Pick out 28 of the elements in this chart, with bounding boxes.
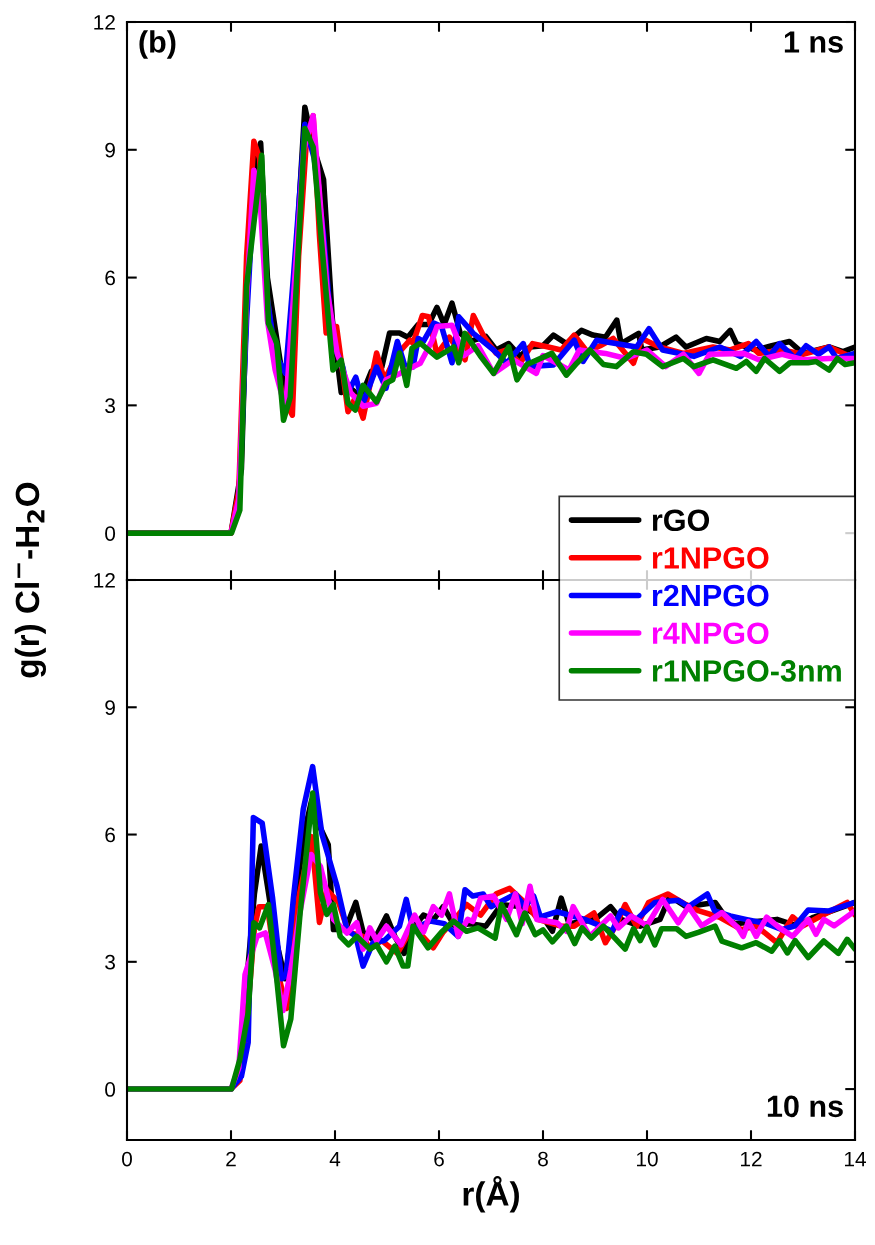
legend-label: r2NPGO xyxy=(652,584,769,607)
y-tick-label: 6 xyxy=(105,270,115,286)
annotation: (b) xyxy=(139,30,176,59)
legend-label: r4NPGO xyxy=(652,622,769,645)
annotation: 10 ns xyxy=(767,1095,843,1118)
x-tick-label: 2 xyxy=(226,1151,236,1167)
y-tick-label: 0 xyxy=(105,526,116,541)
annotation: 1 ns xyxy=(784,31,843,53)
x-axis-title: r(Å) xyxy=(463,1176,519,1213)
x-tick-label: 4 xyxy=(329,1151,341,1167)
y-tick-label: 6 xyxy=(105,827,115,843)
legend-label: rGO xyxy=(652,509,710,532)
y-tick-label: 3 xyxy=(105,398,115,414)
y-tick-label: 9 xyxy=(105,700,115,716)
x-tick-label: 10 xyxy=(637,1151,658,1167)
legend-label: r1NPGO-3nm xyxy=(652,660,841,682)
x-tick-label: 12 xyxy=(741,1151,762,1167)
y-tick-label: 12 xyxy=(94,15,115,30)
y-tick-label: 3 xyxy=(105,954,115,970)
y-tick-label: 0 xyxy=(105,1082,116,1097)
x-tick-label: 6 xyxy=(434,1151,444,1167)
legend-label: r1NPGO xyxy=(652,547,769,569)
y-tick-label: 9 xyxy=(105,142,115,158)
x-tick-label: 0 xyxy=(122,1151,132,1167)
x-tick-label: 14 xyxy=(845,1151,866,1167)
y-tick-label: 12 xyxy=(94,573,115,588)
y-axis-title: g(r) Cl$^{−}$-H$_{2}$O xyxy=(14,482,47,678)
x-tick-label: 8 xyxy=(538,1151,548,1167)
